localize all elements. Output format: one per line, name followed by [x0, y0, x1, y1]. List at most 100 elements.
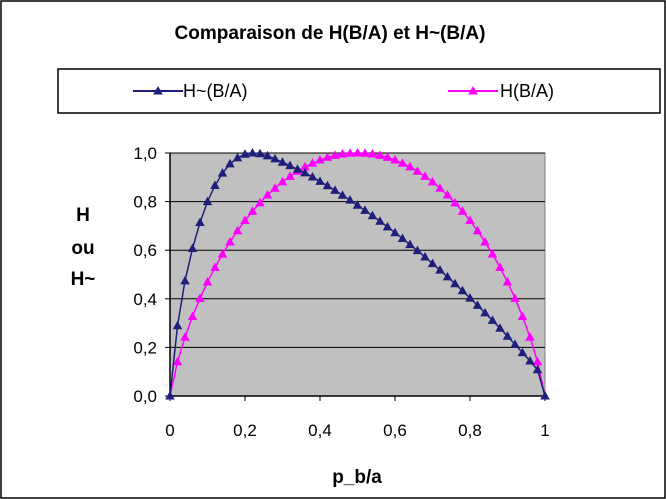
- data-point-h: [442, 190, 453, 199]
- data-point-h-tilde: [337, 190, 348, 199]
- data-point-h: [390, 155, 400, 164]
- x-tick-label: 1: [540, 421, 549, 440]
- y-axis-title: H ou H~: [71, 205, 96, 290]
- data-point-h-tilde: [285, 160, 295, 170]
- data-point-h-tilde: [187, 243, 198, 252]
- legend-label-h: H(B/A): [500, 81, 554, 101]
- data-point-h-tilde: [382, 221, 393, 231]
- series-h-tilde: [165, 148, 550, 400]
- data-point-h-tilde: [217, 168, 228, 177]
- data-point-h: [195, 293, 205, 302]
- data-point-h-tilde: [427, 258, 438, 268]
- data-point-h-tilde: [525, 356, 535, 365]
- data-point-h-tilde: [232, 152, 243, 162]
- data-point-h: [480, 236, 490, 246]
- data-point-h-tilde: [195, 217, 205, 226]
- data-point-h-tilde: [450, 278, 460, 288]
- data-point-h-tilde: [300, 167, 310, 177]
- data-point-h: [525, 332, 535, 341]
- data-point-h-tilde: [397, 233, 408, 243]
- data-point-h: [180, 332, 190, 341]
- data-point-h: [532, 356, 543, 366]
- data-point-h-tilde: [277, 157, 288, 166]
- data-point-h: [465, 215, 475, 225]
- data-point-h-tilde: [165, 391, 175, 400]
- data-point-h: [270, 183, 280, 192]
- data-point-h-tilde: [510, 339, 520, 348]
- data-point-h: [277, 176, 288, 186]
- data-point-h-tilde: [495, 323, 505, 332]
- x-tick-label: 0: [165, 421, 174, 440]
- data-point-h: [225, 236, 235, 246]
- data-point-h: [315, 155, 325, 164]
- y-tick-label: 1,0: [133, 144, 157, 163]
- data-point-h: [360, 148, 370, 157]
- data-point-h-tilde: [247, 148, 258, 157]
- y-axis-title-line-2: ou: [71, 238, 94, 259]
- data-point-h: [232, 225, 243, 235]
- data-point-h: [420, 171, 430, 180]
- data-point-h-tilde: [420, 252, 430, 261]
- x-tick-label: 0,2: [233, 421, 257, 440]
- data-point-h: [322, 152, 333, 161]
- data-point-h: [202, 277, 213, 286]
- data-point-h-tilde: [442, 271, 453, 281]
- axes: 0,0 0,2 0,4 0,6 0,8 1,0 0 0,2 0,4 0,6 0,8 1: [133, 144, 549, 440]
- data-point-h: [397, 158, 408, 167]
- data-point-h: [412, 166, 423, 175]
- data-point-h-tilde: [502, 331, 513, 340]
- data-point-h-tilde: [225, 158, 235, 168]
- data-point-h: [255, 197, 265, 207]
- data-point-h-tilde: [202, 196, 213, 206]
- data-point-h: [240, 215, 250, 225]
- data-point-h-tilde: [412, 245, 423, 255]
- data-point-h: [345, 148, 355, 157]
- data-point-h-tilde: [480, 307, 490, 317]
- y-axis-title-line-3: H~: [71, 269, 96, 290]
- data-point-h-tilde: [270, 153, 280, 163]
- data-point-h: [352, 148, 363, 157]
- data-point-h-tilde: [307, 172, 318, 181]
- data-point-h: [330, 150, 340, 159]
- data-point-h-tilde: [255, 148, 265, 158]
- data-point-h-tilde: [390, 227, 400, 237]
- x-tick-label: 0,4: [308, 421, 332, 440]
- legend: H~(B/A) H(B/A): [57, 68, 661, 114]
- data-point-h-tilde: [465, 293, 475, 302]
- data-point-h-tilde: [367, 210, 378, 220]
- data-point-h: [172, 356, 183, 366]
- data-point-h: [187, 311, 198, 321]
- data-point-h: [210, 262, 220, 271]
- data-point-h-tilde: [472, 300, 483, 309]
- data-point-h: [427, 176, 438, 186]
- data-point-h: [495, 262, 505, 271]
- data-point-h-tilde: [180, 275, 190, 285]
- data-point-h-tilde: [457, 285, 468, 295]
- data-point-h-tilde: [262, 150, 273, 160]
- data-point-h-tilde: [315, 176, 325, 185]
- x-tick-label: 0,8: [458, 421, 482, 440]
- data-point-h: [247, 206, 258, 215]
- y-tick-label: 0,2: [133, 338, 157, 357]
- data-point-h: [337, 148, 348, 158]
- legend-marker-h: [468, 86, 478, 95]
- plot-area: [169, 152, 546, 397]
- data-point-h: [285, 171, 295, 180]
- y-axis-title-line-1: H: [76, 205, 90, 226]
- data-point-h-tilde: [405, 239, 415, 249]
- y-tick-label: 0,8: [133, 193, 157, 212]
- data-point-h-tilde: [375, 216, 385, 225]
- chart-title: Comparaison de H(B/A) et H~(B/A): [175, 23, 486, 44]
- data-point-h-tilde: [292, 164, 303, 173]
- data-point-h-tilde: [210, 180, 220, 190]
- data-point-h: [405, 161, 415, 171]
- data-point-h: [262, 190, 273, 199]
- data-point-h: [375, 150, 385, 159]
- y-tick-label: 0,6: [133, 241, 157, 260]
- data-point-h-tilde: [435, 265, 445, 274]
- data-point-h: [217, 249, 228, 258]
- data-point-h-tilde: [352, 200, 363, 209]
- data-point-h: [510, 293, 520, 302]
- data-point-h: [450, 197, 460, 207]
- legend-marker-h-tilde: [153, 86, 163, 95]
